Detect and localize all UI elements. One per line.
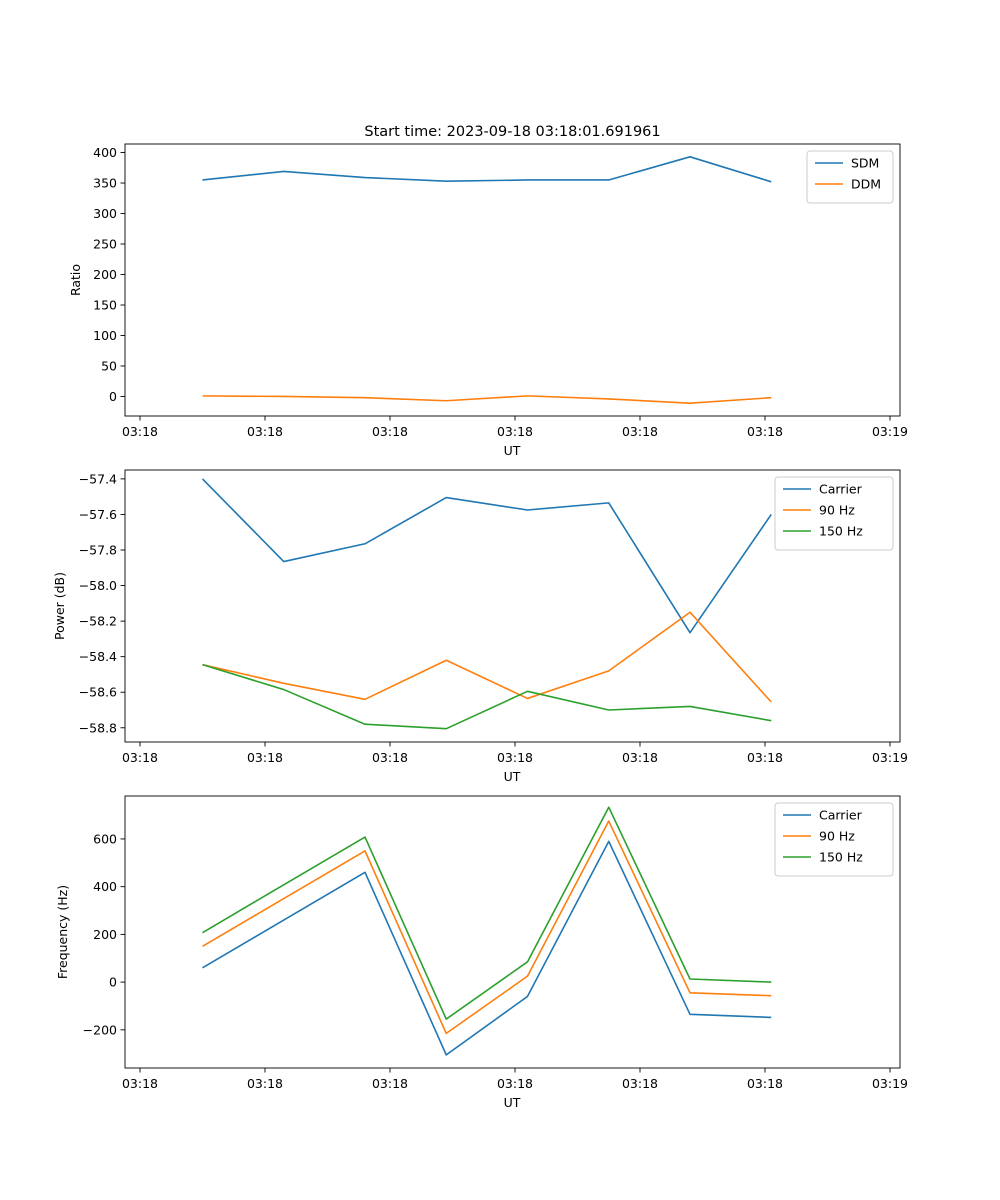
x-tick-label: 03:18 [372, 750, 408, 765]
legend-label: Carrier [819, 808, 863, 823]
series-line-ddm [202, 395, 772, 404]
series-line-150-hz [202, 663, 772, 730]
y-tick-label: 0 [109, 389, 117, 404]
x-tick-label: 03:18 [247, 750, 283, 765]
x-tick-label: 03:19 [872, 750, 908, 765]
subplot-2: −58.8 −58.6 −58.4 −58.2 −58.0 −57.8 −57.6 −57.4… [52, 469, 908, 784]
legend: Carrier 90 Hz 150 Hz [774, 476, 894, 551]
series-line-90-hz [202, 820, 772, 1035]
x-tick-label: 03:18 [497, 1076, 533, 1091]
legend: Carrier 90 Hz 150 Hz [774, 802, 894, 877]
y-tick-label: −58.0 [79, 578, 117, 593]
subplot-3: −200 0 200 400 600 03:18 03:18 03:18 03:18 03:18 0… [55, 795, 908, 1110]
legend: SDM DDM [806, 150, 894, 204]
legend-label: 90 Hz [819, 503, 855, 518]
y-tick-label: 50 [101, 358, 117, 373]
series-line-sdm [202, 156, 772, 183]
subplot-1: 0 50 100 150 200 250 300 350 400 03:18 03:18 03:18 0… [68, 143, 908, 458]
legend-label: SDM [851, 156, 879, 171]
x-tick-label: 03:18 [247, 424, 283, 439]
x-tick-label: 03:18 [122, 1076, 158, 1091]
x-tick-label: 03:19 [872, 1076, 908, 1091]
y-axis-label: Frequency (Hz) [55, 885, 70, 979]
x-tick-label: 03:18 [372, 424, 408, 439]
x-tick-label: 03:18 [122, 750, 158, 765]
y-tick-label: −58.8 [79, 720, 117, 735]
x-tick-label: 03:19 [872, 424, 908, 439]
x-tick-label: 03:18 [247, 1076, 283, 1091]
x-tick-label: 03:18 [747, 1076, 783, 1091]
chart-title: Start time: 2023-09-18 03:18:01.691961 [364, 124, 660, 140]
axes-frame [124, 469, 901, 743]
series-line-carrier [202, 840, 772, 1056]
x-axis-label: UT [504, 1095, 521, 1110]
y-tick-label: 300 [93, 206, 117, 221]
legend-label: 90 Hz [819, 829, 855, 844]
legend-label: Carrier [819, 482, 863, 497]
y-tick-label: 200 [93, 267, 117, 282]
y-tick-label: −200 [83, 1022, 117, 1037]
y-tick-label: −57.8 [79, 543, 117, 558]
x-tick-label: 03:18 [122, 424, 158, 439]
y-tick-label: −58.2 [79, 614, 117, 629]
y-axis-label: Ratio [68, 264, 83, 296]
y-tick-label: 0 [109, 975, 117, 990]
x-tick-label: 03:18 [622, 424, 658, 439]
x-tick-label: 03:18 [372, 1076, 408, 1091]
series-line-carrier [201, 478, 772, 634]
x-tick-label: 03:18 [497, 750, 533, 765]
x-tick-label: 03:18 [622, 1076, 658, 1091]
legend-label: 150 Hz [819, 524, 863, 539]
y-tick-label: −57.4 [79, 471, 117, 486]
x-tick-label: 03:18 [747, 750, 783, 765]
y-tick-label: 200 [93, 927, 117, 942]
plots: 0 50 100 150 200 250 300 350 400 03:18 03:18 03:18 0… [52, 143, 908, 1110]
y-tick-label: 350 [93, 176, 117, 191]
y-axis-label: Power (dB) [52, 572, 67, 640]
axes-frame [124, 143, 901, 417]
x-axis-label: UT [504, 769, 521, 784]
legend-box [806, 150, 894, 204]
y-tick-label: −58.6 [79, 685, 117, 700]
y-tick-label: −57.6 [79, 507, 117, 522]
y-tick-label: 150 [93, 298, 117, 313]
legend-label: DDM [851, 177, 881, 192]
y-tick-label: 250 [93, 237, 117, 252]
y-tick-label: 400 [93, 145, 117, 160]
x-tick-label: 03:18 [497, 424, 533, 439]
series-line-90-hz [202, 611, 772, 703]
x-axis-label: UT [504, 443, 521, 458]
x-tick-label: 03:18 [747, 424, 783, 439]
axes-frame [124, 795, 901, 1069]
legend-label: 150 Hz [819, 850, 863, 865]
y-tick-label: 600 [93, 831, 117, 846]
series-line-150-hz [202, 806, 772, 1020]
y-tick-label: 400 [93, 879, 117, 894]
y-tick-label: 100 [93, 328, 117, 343]
x-tick-label: 03:18 [622, 750, 658, 765]
y-tick-label: −58.4 [79, 649, 117, 664]
